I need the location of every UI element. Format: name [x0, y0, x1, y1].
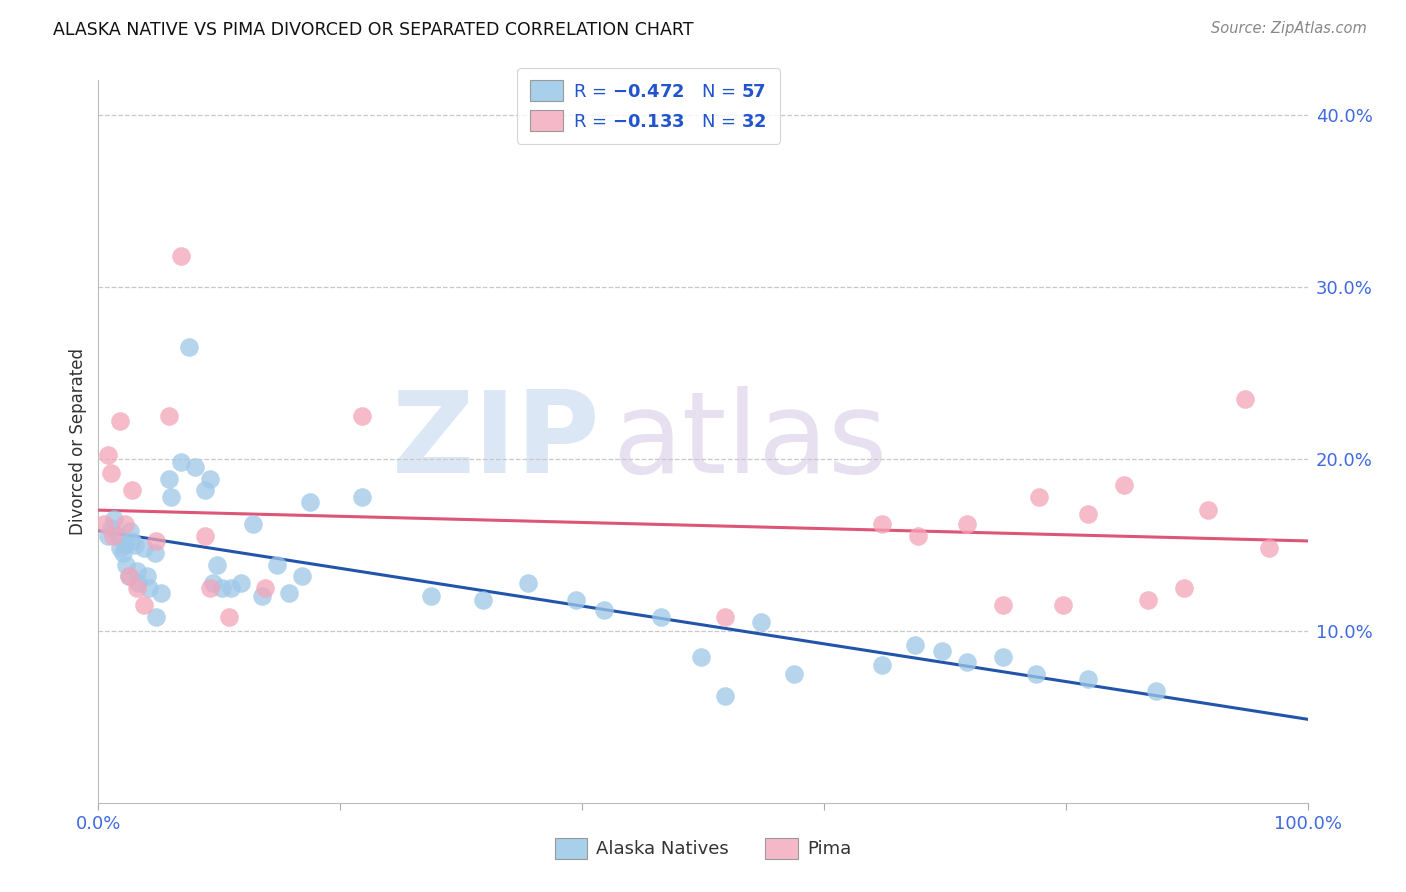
- Point: [121, 534, 143, 549]
- Point: [221, 581, 243, 595]
- Point: [278, 586, 301, 600]
- Point: [713, 689, 735, 703]
- Point: [229, 575, 252, 590]
- Point: [118, 524, 141, 538]
- Point: [157, 409, 180, 423]
- Text: ZIP: ZIP: [392, 386, 600, 497]
- Point: [205, 558, 228, 573]
- Point: [145, 610, 167, 624]
- Point: [1136, 592, 1159, 607]
- Point: [145, 534, 167, 549]
- Point: [134, 541, 156, 556]
- Point: [250, 590, 273, 604]
- Point: [242, 517, 264, 532]
- Y-axis label: Divorced or Separated: Divorced or Separated: [69, 348, 87, 535]
- Point: [143, 546, 166, 560]
- Point: [124, 538, 146, 552]
- Point: [127, 564, 149, 578]
- Point: [955, 517, 977, 532]
- Point: [782, 666, 804, 681]
- Point: [118, 568, 141, 582]
- Point: [121, 483, 143, 497]
- Point: [1146, 684, 1168, 698]
- Point: [1076, 507, 1098, 521]
- Point: [160, 490, 183, 504]
- Point: [650, 610, 672, 624]
- Point: [1052, 598, 1074, 612]
- Point: [108, 541, 131, 556]
- Point: [689, 649, 711, 664]
- Point: [1233, 392, 1256, 406]
- Point: [991, 649, 1014, 664]
- Point: [471, 592, 494, 607]
- Point: [184, 460, 207, 475]
- Point: [198, 472, 221, 486]
- Text: Source: ZipAtlas.com: Source: ZipAtlas.com: [1211, 21, 1367, 36]
- Point: [290, 568, 312, 582]
- Point: [350, 409, 373, 423]
- Point: [1112, 477, 1135, 491]
- Point: [93, 517, 115, 532]
- Point: [138, 581, 160, 595]
- Text: ALASKA NATIVE VS PIMA DIVORCED OR SEPARATED CORRELATION CHART: ALASKA NATIVE VS PIMA DIVORCED OR SEPARA…: [53, 21, 695, 38]
- Point: [1076, 672, 1098, 686]
- Point: [115, 558, 138, 573]
- Point: [870, 658, 893, 673]
- Point: [107, 529, 129, 543]
- Point: [1197, 503, 1219, 517]
- Point: [179, 340, 201, 354]
- Point: [157, 472, 180, 486]
- Point: [100, 466, 122, 480]
- Point: [955, 655, 977, 669]
- Point: [202, 575, 225, 590]
- Point: [870, 517, 893, 532]
- Point: [931, 644, 953, 658]
- Point: [907, 529, 929, 543]
- Point: [749, 615, 772, 630]
- Point: [350, 490, 373, 504]
- Point: [194, 483, 217, 497]
- Point: [713, 610, 735, 624]
- Point: [1173, 581, 1195, 595]
- Point: [150, 586, 173, 600]
- Point: [111, 546, 134, 560]
- Point: [108, 414, 131, 428]
- Point: [592, 603, 614, 617]
- Point: [198, 581, 221, 595]
- Point: [169, 455, 191, 469]
- Point: [254, 581, 277, 595]
- Point: [103, 512, 125, 526]
- Point: [904, 638, 927, 652]
- Point: [169, 249, 191, 263]
- Point: [100, 520, 122, 534]
- Point: [1028, 490, 1050, 504]
- Point: [135, 568, 157, 582]
- Point: [299, 494, 322, 508]
- Point: [516, 575, 538, 590]
- Point: [127, 575, 149, 590]
- Point: [1024, 666, 1046, 681]
- Text: atlas: atlas: [613, 386, 887, 497]
- Point: [118, 568, 141, 582]
- Point: [194, 529, 217, 543]
- Point: [127, 581, 149, 595]
- Point: [991, 598, 1014, 612]
- Point: [211, 581, 233, 595]
- Point: [266, 558, 288, 573]
- Point: [420, 590, 443, 604]
- Point: [134, 598, 156, 612]
- Point: [101, 529, 124, 543]
- Point: [218, 610, 240, 624]
- Point: [114, 517, 136, 532]
- Point: [114, 538, 136, 552]
- Point: [97, 529, 120, 543]
- Legend: Alaska Natives, Pima: Alaska Natives, Pima: [548, 830, 858, 866]
- Point: [1257, 541, 1279, 556]
- Point: [97, 448, 120, 462]
- Point: [565, 592, 588, 607]
